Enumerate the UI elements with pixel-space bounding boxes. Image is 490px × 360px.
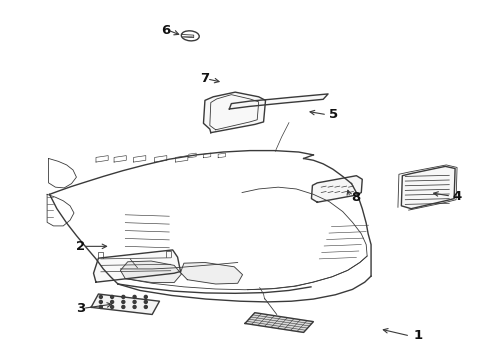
Polygon shape bbox=[94, 250, 180, 282]
Circle shape bbox=[133, 301, 136, 303]
Text: 5: 5 bbox=[329, 108, 338, 121]
Circle shape bbox=[122, 301, 125, 303]
Text: 7: 7 bbox=[200, 72, 209, 85]
Circle shape bbox=[133, 296, 136, 298]
Polygon shape bbox=[245, 313, 314, 332]
Polygon shape bbox=[121, 261, 181, 283]
Circle shape bbox=[111, 301, 114, 303]
Text: 6: 6 bbox=[161, 24, 170, 37]
Text: 8: 8 bbox=[351, 191, 361, 204]
Polygon shape bbox=[401, 166, 455, 209]
Polygon shape bbox=[180, 262, 243, 284]
Text: 4: 4 bbox=[453, 190, 462, 203]
Circle shape bbox=[145, 296, 147, 298]
Text: 2: 2 bbox=[76, 240, 86, 253]
Circle shape bbox=[122, 296, 125, 298]
Circle shape bbox=[111, 296, 114, 298]
Circle shape bbox=[145, 305, 147, 309]
Circle shape bbox=[145, 301, 147, 303]
Circle shape bbox=[99, 305, 102, 309]
Circle shape bbox=[111, 305, 114, 309]
Circle shape bbox=[122, 305, 125, 309]
Polygon shape bbox=[312, 176, 362, 202]
Circle shape bbox=[99, 301, 102, 303]
Polygon shape bbox=[203, 92, 266, 133]
Polygon shape bbox=[229, 94, 328, 109]
Text: 1: 1 bbox=[414, 329, 423, 342]
Circle shape bbox=[133, 305, 136, 309]
Circle shape bbox=[99, 296, 102, 298]
Text: 3: 3 bbox=[76, 302, 86, 315]
Polygon shape bbox=[91, 294, 159, 315]
